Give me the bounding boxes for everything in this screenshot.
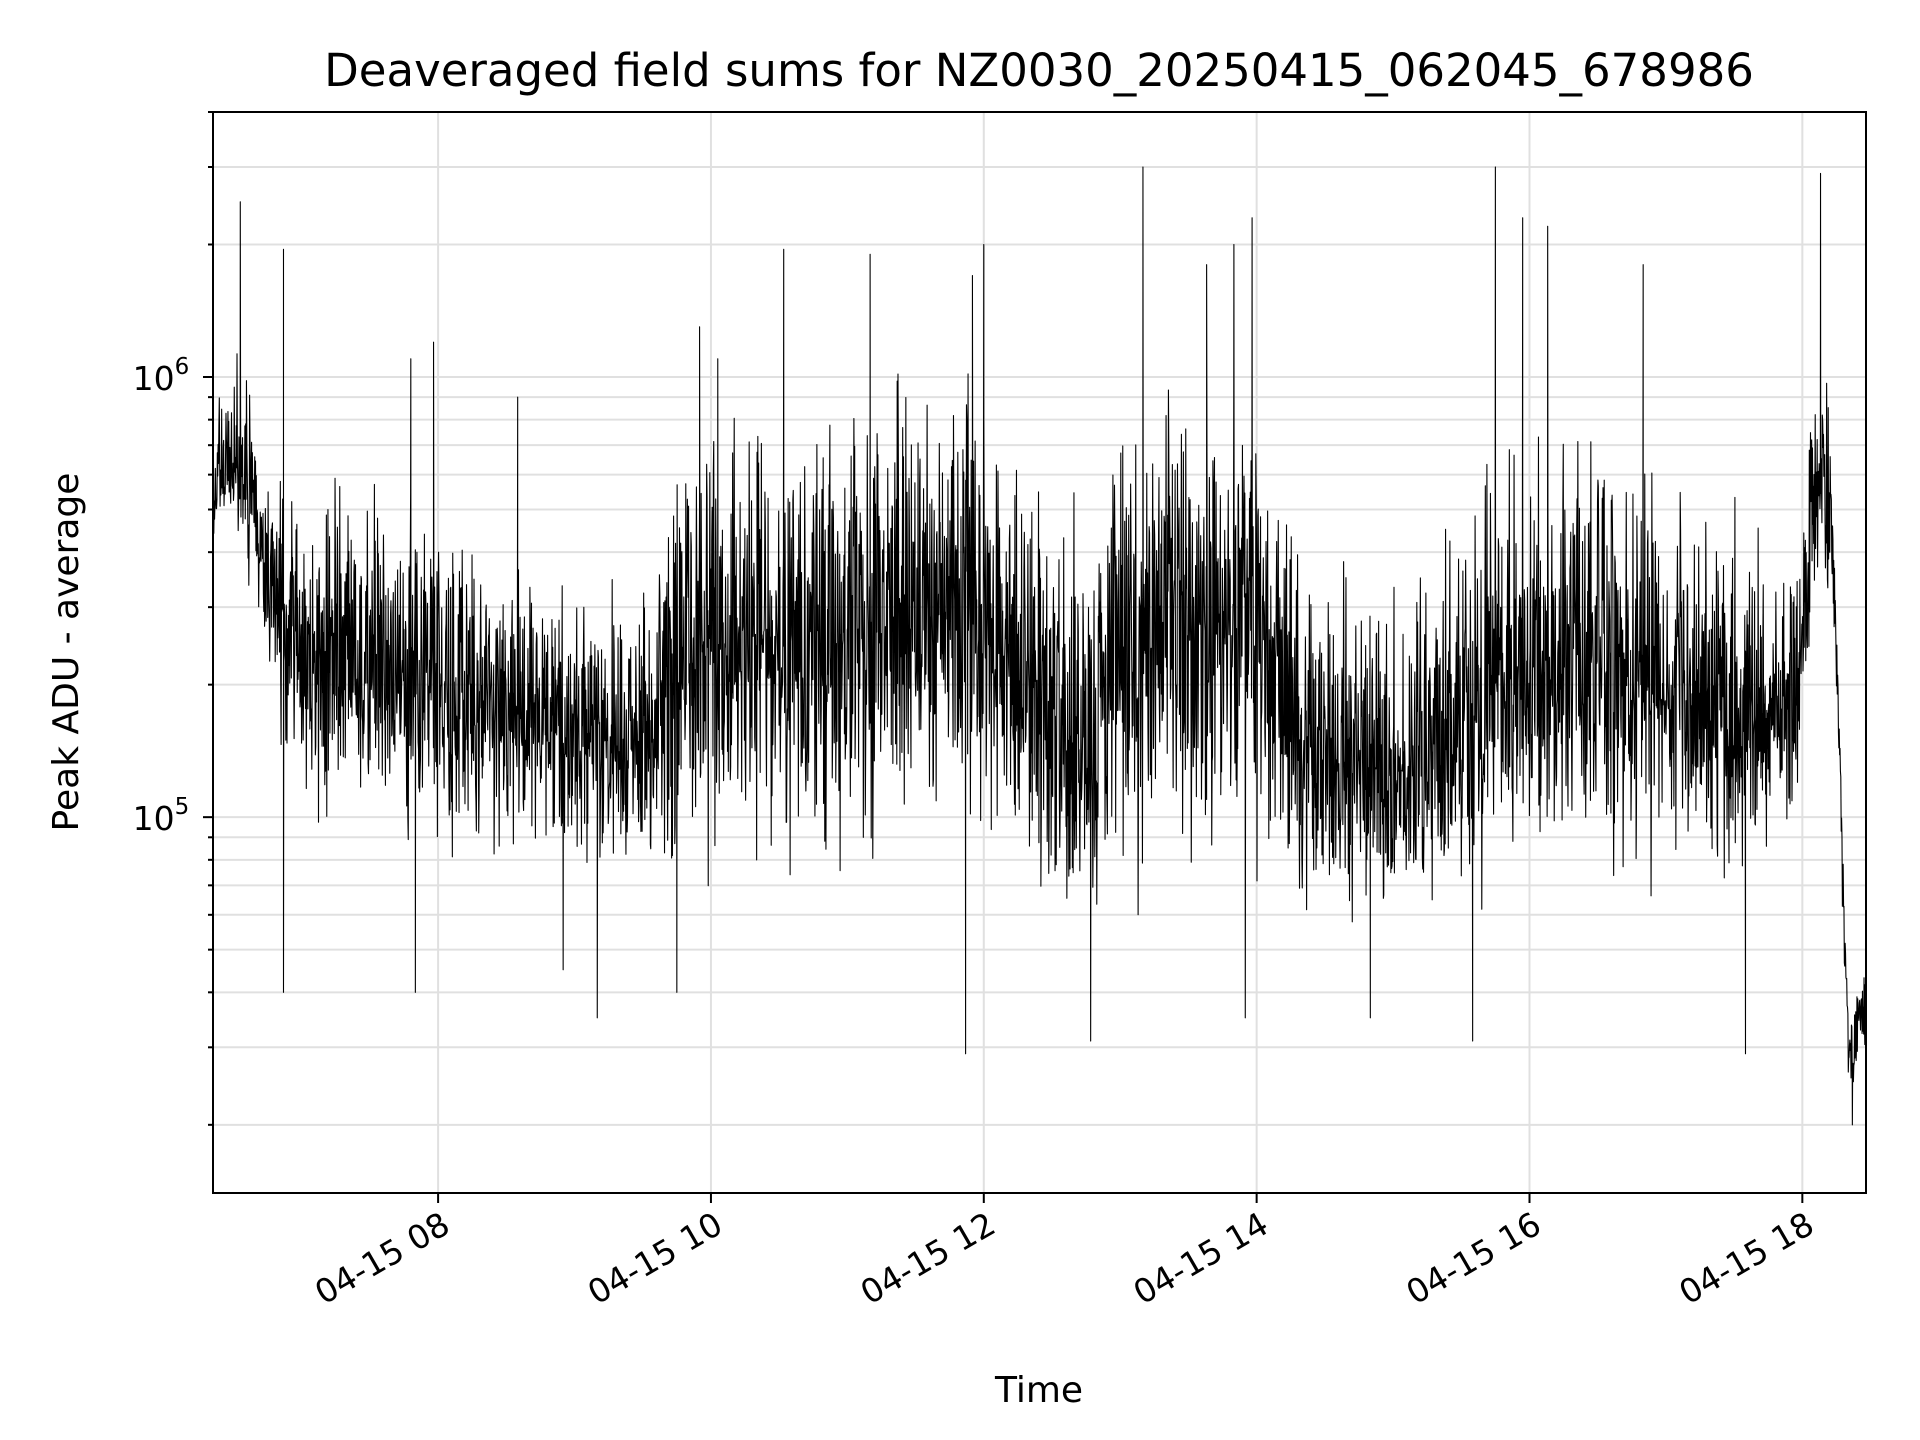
y-tick-label: 105: [133, 794, 190, 838]
x-axis-label: Time: [994, 1370, 1083, 1411]
series-line: [212, 166, 1867, 1126]
y-axis: 105 106: [133, 111, 213, 1126]
y-tick-label: 106: [133, 354, 190, 398]
y-axis-label: Peak ADU - average: [46, 473, 87, 832]
plot-frame: [212, 111, 1867, 1194]
chart-title: Deaveraged field sums for NZ0030_2025041…: [324, 44, 1754, 97]
series-path: [212, 166, 1867, 1126]
